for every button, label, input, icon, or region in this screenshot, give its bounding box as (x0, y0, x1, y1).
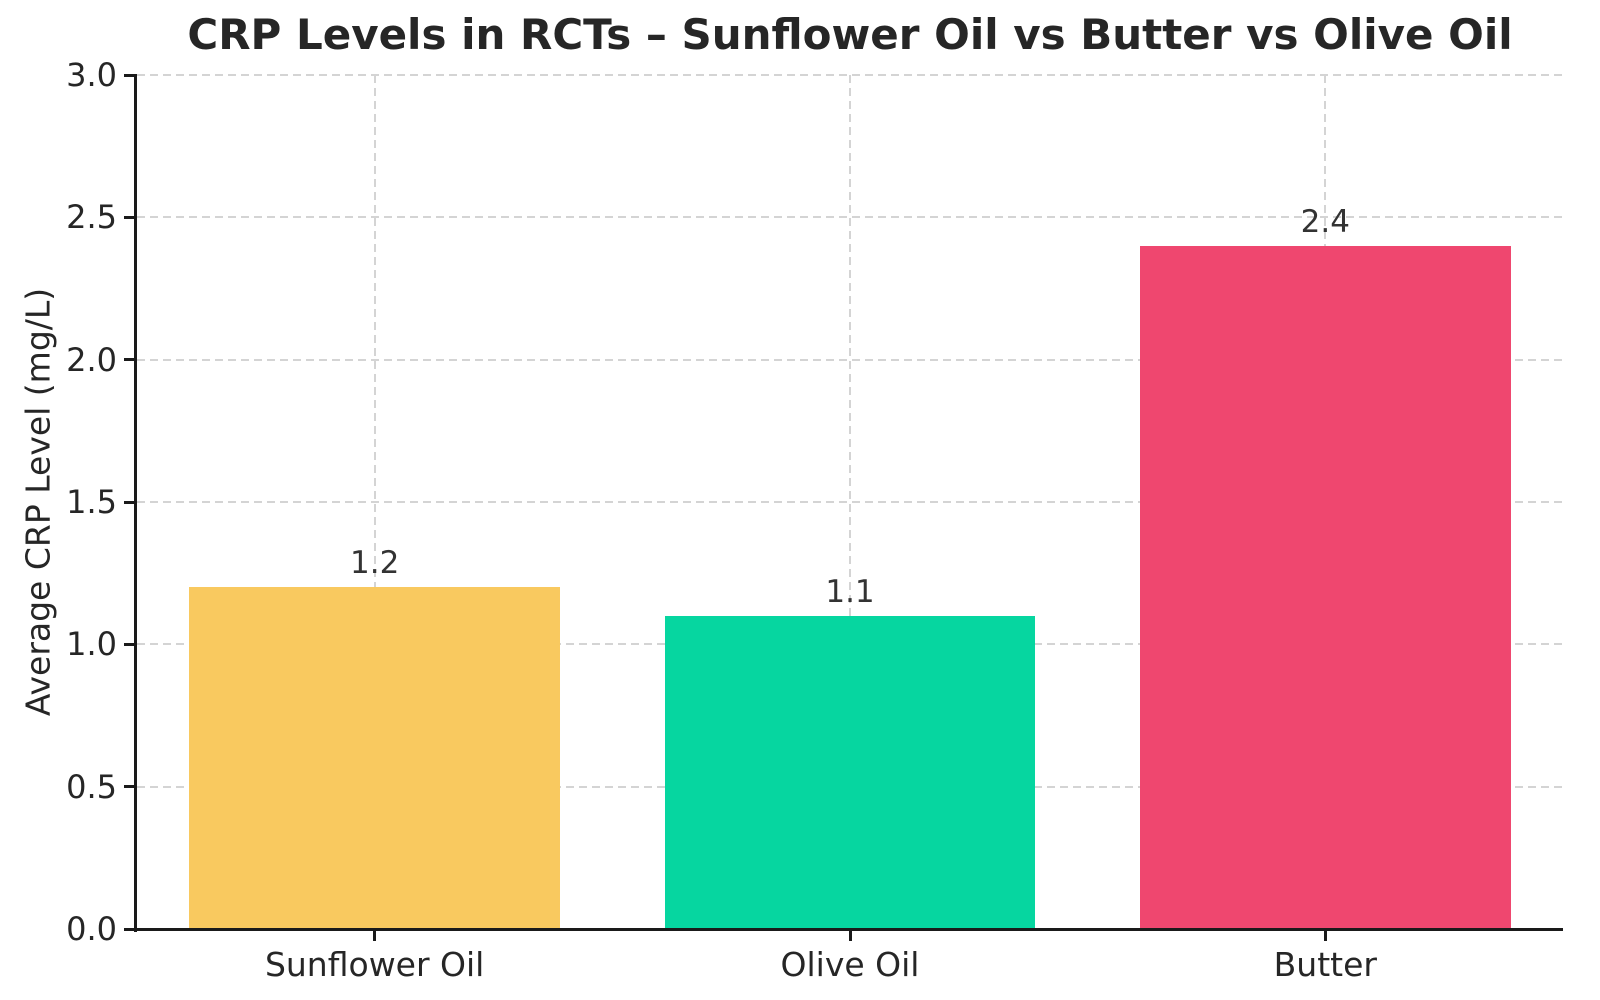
y-tick-mark (124, 73, 137, 77)
y-tick-mark (124, 642, 137, 646)
bar-olive-oil (664, 615, 1036, 929)
x-tick-label: Butter (1273, 945, 1377, 984)
x-tick-mark (848, 929, 852, 941)
x-axis-spine (134, 928, 1563, 931)
y-tick-label: 0.0 (66, 910, 117, 948)
bar-value-label: 1.1 (825, 573, 875, 610)
y-tick-label: 2.0 (66, 340, 117, 379)
y-tick-label: 2.5 (66, 198, 117, 237)
x-tick-label: Sunflower Oil (264, 945, 485, 984)
x-tick-label: Olive Oil (780, 945, 920, 984)
vertical-gridline (849, 75, 851, 929)
bar-butter (1139, 245, 1511, 929)
y-tick-mark (124, 215, 137, 219)
y-tick-mark (124, 358, 137, 362)
y-tick-label: 1.0 (66, 625, 117, 664)
bar-value-label: 1.2 (350, 545, 400, 582)
x-tick-mark (373, 929, 377, 941)
y-tick-label: 3.0 (66, 56, 117, 94)
bar-value-label: 2.4 (1300, 203, 1350, 240)
x-tick-mark (1323, 929, 1327, 941)
plot-area: 0.0 0.5 1.0 1.5 2.0 2.5 3.0 1.2 Sunflower Oil 1.1… (66, 57, 1563, 984)
bar-sunflower-oil (189, 587, 561, 929)
y-tick-label: 1.5 (66, 483, 117, 521)
y-tick-mark (124, 785, 137, 789)
y-tick-mark (124, 500, 137, 504)
y-tick-mark (124, 927, 137, 931)
y-axis-spine (134, 75, 137, 932)
chart-title: CRP Levels in RCTs – Sunflower Oil vs Bu… (187, 10, 1513, 59)
vertical-gridline (373, 75, 376, 929)
y-tick-label: 0.5 (66, 767, 117, 806)
